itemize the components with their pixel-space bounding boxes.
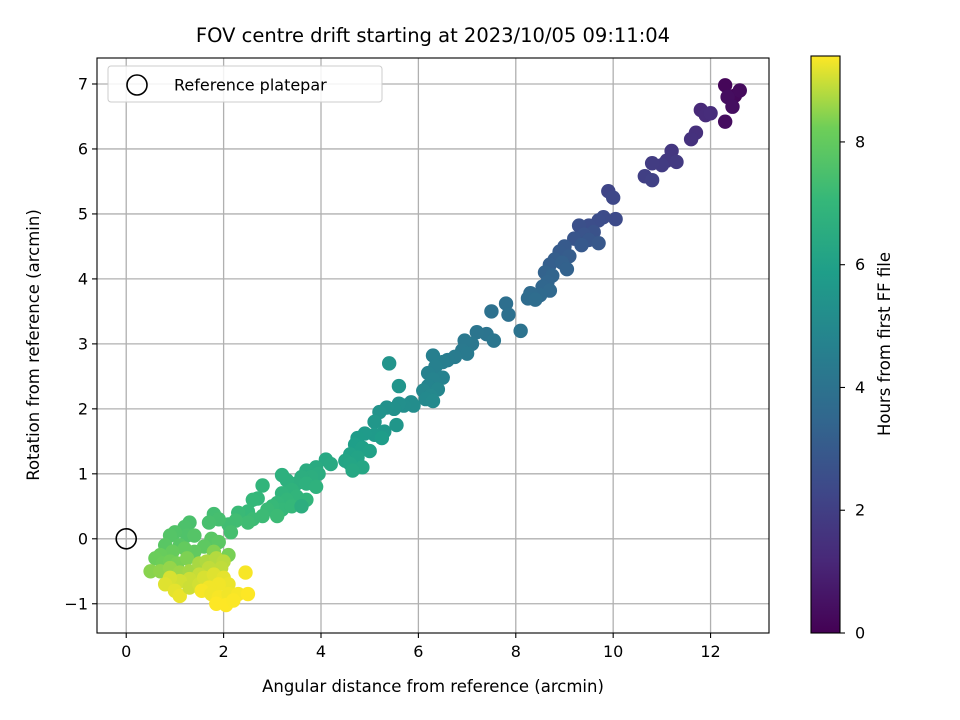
chart-title: FOV centre drift starting at 2023/10/05 … — [196, 24, 670, 47]
colorbar: 0 2 4 6 8 Hours from first FF file — [810, 55, 894, 643]
legend-marker-reference — [126, 74, 148, 96]
colorbar-label: Hours from first FF file — [875, 252, 894, 436]
data-point — [255, 478, 270, 493]
data-point — [559, 261, 575, 277]
data-point — [717, 78, 733, 93]
data-point — [238, 565, 253, 580]
colorbar-tick-label: 2 — [855, 501, 865, 520]
data-point — [717, 114, 733, 129]
grid-lines — [97, 58, 769, 633]
data-point — [725, 99, 740, 114]
data-point — [345, 463, 360, 478]
data-point — [240, 586, 256, 602]
x-tick-label: 6 — [413, 642, 423, 661]
data-point — [308, 479, 324, 495]
data-point — [574, 237, 589, 253]
y-tick-label: 3 — [78, 334, 88, 353]
data-point — [374, 430, 390, 446]
y-tick-label: 6 — [78, 139, 88, 158]
data-point — [381, 356, 397, 371]
colorbar-tick-label: 6 — [855, 255, 865, 274]
x-tick-label: 12 — [700, 642, 720, 661]
data-point — [367, 414, 382, 430]
data-point — [389, 417, 404, 433]
y-tick-label: 0 — [78, 529, 88, 548]
x-tick-label: 8 — [511, 642, 521, 661]
data-point — [513, 323, 528, 339]
legend-entry-reference: Reference platepar — [174, 76, 327, 95]
legend: Reference platepar — [107, 65, 383, 103]
data-point — [425, 393, 441, 409]
data-point — [425, 348, 441, 363]
y-tick-label: −1 — [64, 594, 88, 613]
colorbar-tick-label: 4 — [855, 378, 865, 397]
data-point — [591, 235, 606, 251]
data-point — [323, 456, 338, 472]
data-point — [608, 211, 623, 227]
data-point — [187, 528, 202, 543]
data-point — [294, 499, 309, 514]
x-axis-ticks: 0 2 4 6 8 10 12 — [121, 633, 721, 661]
data-point — [644, 172, 660, 188]
colorbar-tick-label: 8 — [855, 132, 865, 151]
x-tick-label: 4 — [316, 642, 326, 661]
data-point — [703, 106, 718, 121]
legend-box — [107, 65, 383, 103]
reference-point-marker — [115, 527, 138, 550]
data-point — [179, 551, 195, 566]
data-point — [484, 304, 499, 319]
data-point — [172, 588, 187, 604]
colorbar-tick-label: 0 — [855, 624, 865, 643]
data-point — [201, 515, 217, 530]
data-point — [469, 324, 485, 340]
colorbar-gradient — [810, 55, 841, 634]
data-point — [498, 296, 514, 311]
data-point — [269, 508, 285, 524]
y-tick-label: 4 — [78, 269, 88, 288]
data-point — [245, 492, 261, 508]
data-points — [143, 78, 747, 613]
data-point — [486, 333, 502, 348]
data-point — [528, 292, 543, 307]
colorbar-ticks: 0 2 4 6 8 — [840, 132, 865, 643]
data-point — [459, 346, 475, 361]
plot-frame — [96, 57, 770, 634]
y-tick-label: 5 — [78, 204, 88, 223]
data-point — [732, 83, 747, 98]
data-point — [683, 132, 699, 147]
x-tick-label: 2 — [219, 642, 229, 661]
data-point — [391, 378, 407, 394]
data-point — [240, 515, 256, 530]
data-point — [501, 307, 516, 322]
x-tick-label: 10 — [603, 642, 623, 661]
data-point — [362, 443, 377, 459]
data-point — [226, 593, 241, 608]
y-axis-label: Rotation from reference (arcmin) — [24, 209, 43, 481]
data-point — [605, 190, 621, 205]
y-tick-label: 2 — [78, 399, 88, 418]
data-point — [669, 154, 684, 170]
data-point — [274, 467, 290, 483]
y-axis-ticks: −1 0 1 2 3 4 5 6 7 — [64, 74, 97, 613]
data-point — [223, 525, 239, 540]
x-axis-label: Angular distance from reference (arcmin) — [262, 677, 604, 696]
y-tick-label: 1 — [78, 464, 88, 483]
x-tick-label: 0 — [121, 642, 131, 661]
data-point — [644, 156, 660, 171]
y-tick-label: 7 — [78, 74, 88, 93]
